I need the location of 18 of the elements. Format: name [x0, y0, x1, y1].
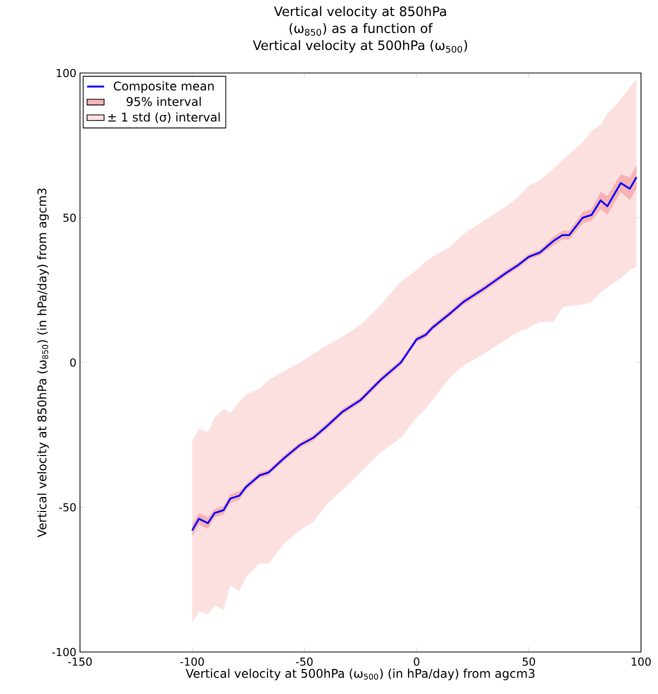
- y-tick-label: -100: [52, 648, 76, 656]
- x-tick-label: -100: [180, 658, 204, 666]
- y-tick-label: 100: [56, 68, 76, 78]
- x-tick-label: 100: [632, 658, 651, 666]
- x-tick-label: -150: [68, 658, 92, 666]
- legend-label: Composite mean: [114, 81, 214, 93]
- x-tick-label: 50: [522, 658, 536, 666]
- legend-label: ± 1 std (σ) interval: [108, 112, 220, 124]
- x-axis-title: Vertical velocity at 500hPa (ω$_{500}$) (in hPa/day) from agcm3: [186, 668, 534, 680]
- x-tick-label: 0: [414, 658, 420, 666]
- legend-label: 95% interval: [126, 96, 201, 106]
- y-tick-label: 0: [70, 358, 76, 367]
- x-tick-label: -50: [296, 658, 313, 666]
- chart-subtitle: Vertical velocity at 500hPa (ω$_{500}$): [252, 40, 468, 53]
- chart-title: Vertical velocity at 850hPa (ω$_{850}$) as a function of: [274, 6, 446, 36]
- y-tick-label: 50: [63, 214, 76, 222]
- y-axis-title: Vertical velocity at 850hPa (ω$_{850}$) (in hPa/day) from agcm3: [37, 188, 49, 538]
- y-tick-label: -50: [59, 503, 76, 512]
